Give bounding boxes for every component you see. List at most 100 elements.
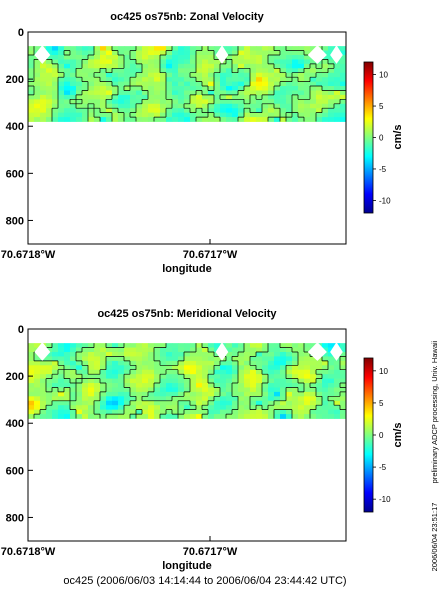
heatmap-cell [226, 374, 233, 379]
heatmap-cell [250, 343, 257, 348]
heatmap-cell [214, 383, 221, 388]
heatmap-cell [178, 108, 185, 114]
heatmap-cell [52, 77, 59, 82]
heatmap-cell [130, 378, 137, 384]
heatmap-cell [166, 117, 173, 122]
heatmap-cell [142, 86, 149, 91]
heatmap-cell [64, 112, 71, 118]
heatmap-cell [220, 90, 227, 96]
heatmap-cell [82, 103, 89, 109]
heatmap-cell [82, 94, 89, 100]
heatmap-cell [256, 387, 263, 393]
heatmap-cell [148, 352, 155, 357]
heatmap-cell [106, 94, 113, 100]
heatmap-cell [178, 391, 185, 397]
heatmap-cell [190, 81, 197, 87]
heatmap-cell [58, 108, 65, 114]
heatmap-cell [112, 343, 119, 348]
heatmap-cell [88, 383, 95, 388]
heatmap-cell [334, 369, 341, 375]
heatmap-cell [238, 374, 245, 379]
heatmap-cell [112, 409, 119, 415]
heatmap-cell [208, 365, 215, 371]
heatmap-cell [298, 409, 305, 415]
heatmap-cell [280, 103, 287, 109]
heatmap-cell [148, 55, 155, 60]
heatmap-cell [52, 50, 59, 56]
heatmap-cell [256, 374, 263, 379]
heatmap-cell [202, 55, 209, 60]
heatmap-cell [118, 383, 125, 388]
heatmap-cell [250, 55, 257, 60]
heatmap-cell [256, 68, 263, 74]
heatmap-cell [148, 365, 155, 371]
heatmap-cell [244, 391, 251, 397]
heatmap-cell [286, 103, 293, 109]
heatmap-cell [124, 117, 131, 122]
heatmap-cell [52, 103, 59, 109]
heatmap-cell [214, 409, 221, 415]
heatmap-cell [34, 391, 41, 397]
heatmap-cell [148, 77, 155, 82]
heatmap-cell [256, 90, 263, 96]
heatmap-cell [304, 117, 311, 122]
heatmap-cell [262, 356, 269, 362]
heatmap-cell [52, 369, 59, 375]
heatmap-cell [328, 55, 335, 60]
heatmap-cell [58, 68, 65, 74]
heatmap-cell [106, 86, 113, 91]
heatmap-cell [70, 396, 77, 402]
heatmap-cell [64, 352, 71, 357]
heatmap-cell [172, 365, 179, 371]
heatmap-cell [118, 77, 125, 82]
heatmap-cell [214, 108, 221, 114]
heatmap-cell [52, 68, 59, 74]
heatmap-cell [172, 72, 179, 78]
heatmap-cell [166, 409, 173, 415]
y-tick-label: 400 [6, 121, 24, 133]
heatmap-cell [172, 46, 179, 51]
heatmap-cell [214, 374, 221, 379]
heatmap-cell [46, 94, 53, 100]
heatmap-cell [286, 391, 293, 397]
heatmap-cell [196, 108, 203, 114]
heatmap-cell [106, 55, 113, 60]
heatmap-cell [94, 356, 101, 362]
heatmap-cell [64, 90, 71, 96]
heatmap-cell [196, 55, 203, 60]
heatmap-cell [154, 383, 161, 388]
heatmap-cell [154, 360, 161, 366]
heatmap-cell [82, 81, 89, 87]
heatmap-cell [202, 360, 209, 366]
heatmap-cell [304, 108, 311, 114]
heatmap-cell [124, 356, 131, 362]
heatmap-cell [310, 387, 317, 393]
heatmap-cell [340, 405, 347, 411]
heatmap-cell [124, 405, 131, 411]
heatmap-cell [196, 352, 203, 357]
heatmap-cell [184, 347, 191, 353]
heatmap-cell [334, 383, 341, 388]
heatmap-cell [178, 356, 185, 362]
heatmap-cell [190, 347, 197, 353]
heatmap-cell [202, 409, 209, 415]
heatmap-cell [334, 63, 341, 69]
heatmap-cell [136, 46, 143, 51]
heatmap-cell [166, 343, 173, 348]
heatmap-cell [202, 383, 209, 388]
heatmap-cell [82, 391, 89, 397]
heatmap-cell [70, 387, 77, 393]
heatmap-cell [238, 108, 245, 114]
heatmap-cell [202, 356, 209, 362]
heatmap-cell [160, 360, 167, 366]
heatmap-cell [262, 63, 269, 69]
heatmap-cell [166, 347, 173, 353]
heatmap-cell [202, 391, 209, 397]
heatmap-cell [70, 112, 77, 118]
heatmap-cell [292, 352, 299, 357]
heatmap-cell [94, 59, 101, 65]
heatmap-cell [310, 343, 317, 348]
heatmap-cell [100, 356, 107, 362]
heatmap-cell [100, 383, 107, 388]
heatmap-cell [298, 117, 305, 122]
